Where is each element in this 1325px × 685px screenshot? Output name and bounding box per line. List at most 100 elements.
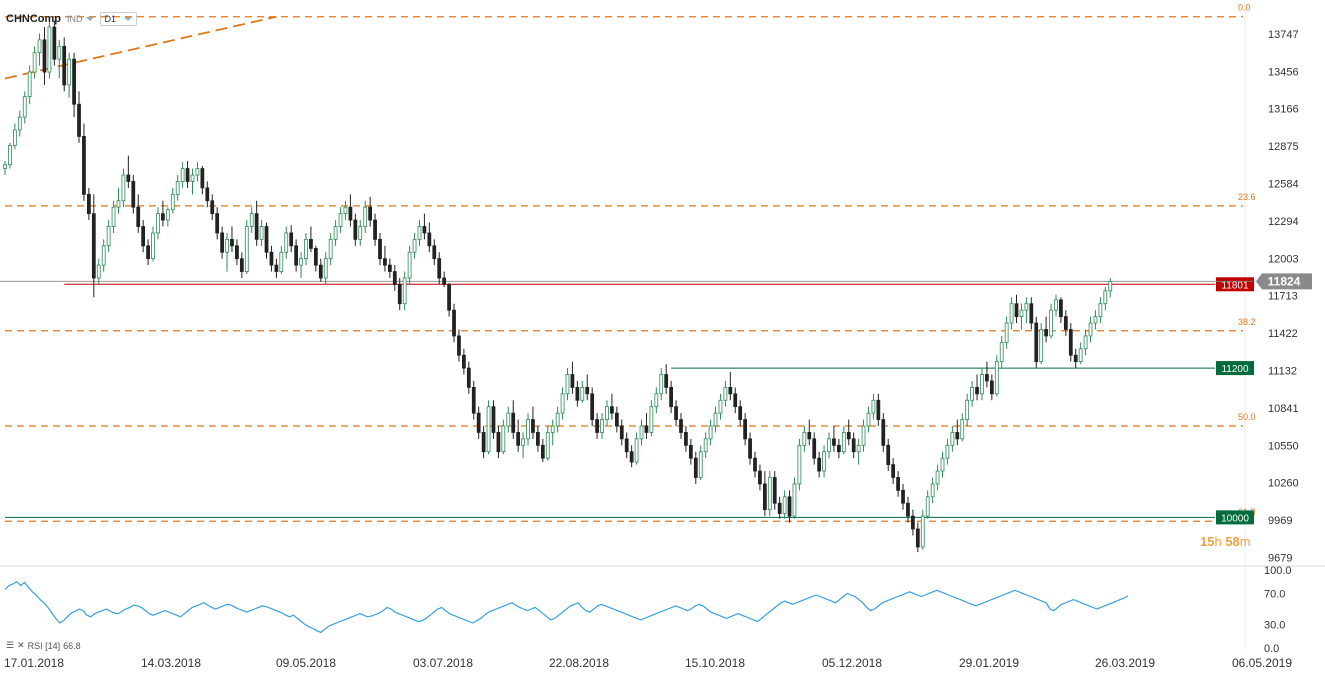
candle-body: [1059, 299, 1063, 317]
close-icon[interactable]: ✕: [17, 640, 25, 650]
candle-body: [886, 444, 891, 466]
chevron-down-icon: [85, 17, 94, 21]
candle-body: [239, 258, 244, 272]
candle-body: [679, 419, 683, 433]
candle-body: [62, 45, 67, 86]
candle-body: [161, 213, 165, 221]
candle-body: [837, 444, 841, 453]
countdown-minutes: 58: [1225, 534, 1240, 549]
candle-body: [37, 39, 42, 54]
fib-label: 50.0: [1238, 412, 1256, 422]
last-price-badge: [1256, 273, 1312, 290]
candle-body: [965, 399, 970, 420]
candle-body: [383, 258, 387, 266]
candle-body: [945, 444, 950, 459]
candle-body: [195, 168, 200, 176]
candle-body: [82, 136, 86, 195]
candle-body: [442, 277, 447, 285]
candle-body: [427, 232, 432, 247]
candle-body: [279, 251, 284, 272]
candle-body: [1073, 354, 1078, 363]
candle-body: [27, 71, 32, 97]
candle-body: [906, 502, 910, 517]
candle-body: [1093, 316, 1098, 324]
price-tick-label: 12875: [1268, 141, 1299, 153]
candle-body: [891, 464, 896, 478]
candle-body: [753, 457, 757, 472]
candle-body: [911, 515, 915, 530]
candle-body: [575, 386, 580, 401]
candle-body: [432, 245, 437, 260]
time-tick-label: 06.05.2019: [1232, 656, 1292, 670]
candle-body: [185, 168, 190, 182]
candle-body: [762, 483, 767, 511]
candle-body: [387, 264, 392, 272]
candle-body: [925, 496, 930, 517]
candle-body: [644, 425, 649, 433]
candle-body: [1009, 303, 1014, 324]
candle-body: [1078, 348, 1083, 363]
candle-body: [72, 58, 76, 105]
candle-body: [47, 26, 52, 73]
candle-body: [304, 238, 308, 260]
candle-body: [8, 145, 12, 166]
candle-body: [309, 238, 313, 249]
candle-body: [274, 264, 279, 272]
chevron-down-icon: [124, 17, 133, 21]
candle-body: [111, 206, 116, 227]
candle-body: [235, 245, 239, 260]
time-tick-label: 09.05.2018: [276, 656, 336, 670]
candle-body: [876, 399, 881, 420]
candle-body: [491, 406, 496, 433]
candle-body: [151, 232, 155, 260]
candle-body: [452, 309, 456, 337]
candle-body: [269, 251, 274, 266]
candle-body: [407, 251, 412, 279]
candle-body: [471, 386, 476, 414]
candle-body: [511, 412, 516, 433]
candle-body: [728, 386, 733, 395]
candle-body: [881, 419, 886, 446]
candle-body: [353, 219, 358, 240]
price-tick-label: 12003: [1268, 253, 1299, 265]
candle-body: [772, 477, 777, 504]
candle-body: [42, 39, 47, 73]
time-tick-label: 05.12.2018: [822, 656, 882, 670]
candle-body: [970, 386, 974, 401]
candle-body: [807, 432, 812, 440]
candle-body: [664, 374, 669, 388]
candle-body: [521, 438, 525, 446]
candle-body: [264, 226, 269, 253]
candle-body: [1068, 329, 1073, 356]
candle-body: [713, 412, 718, 427]
rsi-line: [4, 580, 1129, 634]
candle-body: [225, 238, 229, 253]
rsi-legend: ☰ ✕ RSI [14] 66.8: [6, 640, 81, 651]
symbol-name[interactable]: CHNComp: [6, 13, 61, 25]
candle-body: [1039, 329, 1044, 363]
candle-body: [91, 213, 96, 279]
candle-body: [106, 226, 111, 247]
timeframe-dropdown[interactable]: D1: [99, 12, 138, 26]
candle-body: [565, 374, 570, 395]
candle-body: [708, 425, 713, 440]
rsi-panel: 100.0 70.0 30.0 0.0: [4, 565, 1292, 655]
candle-body: [896, 477, 900, 491]
market-dropdown[interactable]: IND: [67, 14, 94, 24]
fibonacci-levels: 0.023.638.250.061.8: [5, 3, 1256, 522]
candle-body: [866, 412, 871, 427]
candle-body: [723, 386, 728, 401]
candle-body: [348, 206, 353, 221]
candle-body: [116, 200, 121, 208]
candle-body: [674, 406, 678, 420]
candle-body: [526, 419, 530, 440]
menu-icon[interactable]: ☰: [6, 640, 15, 650]
candle-countdown: 15h 58m: [1200, 534, 1251, 549]
price-tick-label: 13456: [1268, 66, 1299, 78]
candle-body: [447, 284, 451, 311]
candle-body: [955, 432, 960, 440]
candle-body: [629, 451, 634, 463]
candle-body: [812, 438, 817, 459]
countdown-hours: 15: [1200, 534, 1215, 549]
